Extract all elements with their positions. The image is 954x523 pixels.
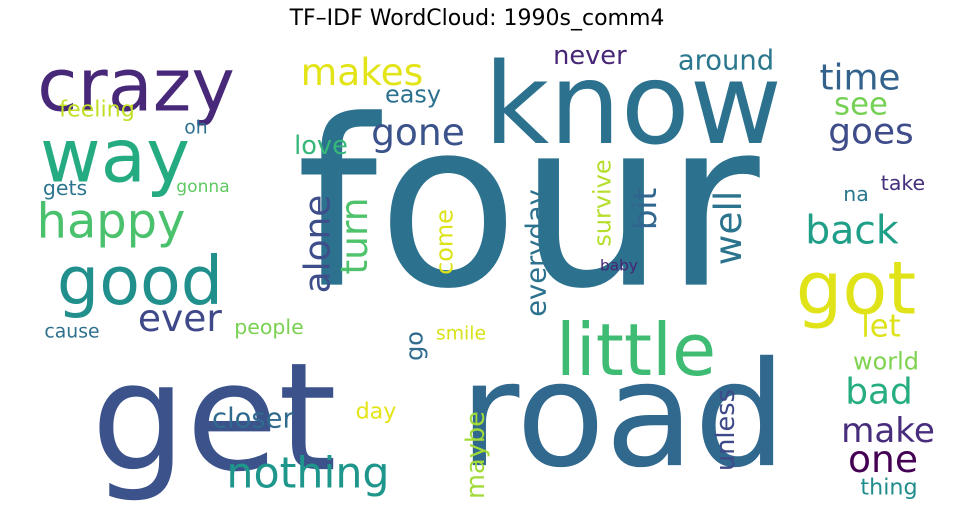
word-na: na [843, 182, 869, 206]
word-bad: bad [845, 371, 913, 412]
word-gets: gets [43, 176, 87, 200]
word-crazy: crazy [37, 43, 235, 128]
word-one: one [848, 437, 918, 481]
word-way: way [40, 114, 190, 200]
word-thing: thing [860, 475, 917, 501]
word-four: four [296, 72, 760, 340]
word-well: well [706, 191, 750, 266]
word-survive: survive [588, 159, 616, 246]
word-gonna: gonna [176, 177, 229, 197]
word-happy: happy [37, 195, 186, 250]
word-turn: turn [332, 197, 376, 274]
word-goes: goes [828, 111, 913, 152]
word-unless: unless [711, 389, 741, 471]
word-bit: bit [626, 188, 664, 230]
word-let: let [861, 309, 901, 345]
word-time: time [819, 57, 900, 98]
word-nothing: nothing [226, 449, 389, 499]
chart-title: TF–IDF WordCloud: 1990s_comm4 [289, 6, 665, 31]
word-alone: alone [297, 195, 338, 294]
word-see: see [834, 87, 888, 123]
word-cause: cause [44, 321, 99, 342]
word-make: make [841, 411, 935, 451]
word-back: back [805, 209, 899, 254]
word-makes: makes [301, 50, 424, 94]
word-day: day [356, 399, 397, 425]
word-smile: smile [436, 323, 486, 344]
word-oh: oh [184, 117, 207, 138]
word-feeling: feeling [59, 97, 135, 123]
word-baby: baby [600, 256, 638, 274]
word-easy: easy [385, 80, 441, 108]
word-know: know [484, 38, 782, 170]
word-little: little [556, 308, 716, 392]
word-get: get [91, 331, 337, 505]
word-everyday: everyday [521, 189, 552, 317]
word-people: people [234, 315, 304, 339]
word-go: go [400, 331, 428, 361]
word-maybe: maybe [461, 411, 491, 499]
word-around: around [678, 45, 774, 76]
word-ever: ever [138, 296, 223, 340]
word-road: road [460, 331, 787, 500]
word-love: love [294, 131, 348, 161]
word-got: got [796, 246, 916, 331]
word-good: good [57, 242, 223, 320]
word-take: take [881, 171, 925, 195]
word-gone: gone [371, 110, 465, 154]
word-come: come [430, 209, 458, 275]
word-world: world [853, 347, 919, 375]
word-closer: closer [212, 403, 294, 434]
word-never: never [553, 41, 627, 71]
